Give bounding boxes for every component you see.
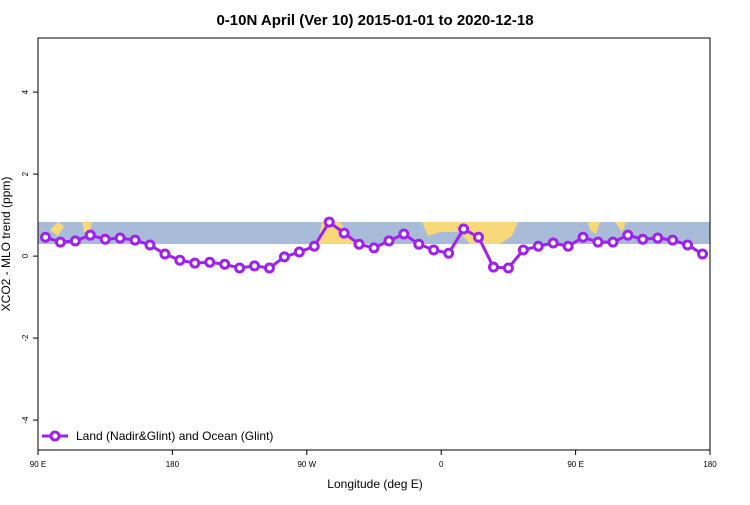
data-point: [413, 238, 425, 250]
data-point: [637, 233, 649, 245]
data-point: [398, 228, 410, 240]
data-point: [69, 235, 81, 247]
y-tick-label: 2: [21, 171, 30, 176]
data-point: [622, 229, 634, 241]
y-tick-label: 0: [21, 253, 30, 258]
data-point: [428, 244, 440, 256]
data-point: [249, 260, 261, 272]
y-tick-label: 4: [21, 89, 30, 94]
data-point: [308, 240, 320, 252]
x-axis-label: Longitude (deg E): [327, 477, 422, 491]
chart-title: 0-10N April (Ver 10) 2015-01-01 to 2020-…: [216, 12, 533, 29]
data-point: [293, 246, 305, 258]
data-point: [219, 258, 231, 270]
data-point: [323, 216, 335, 228]
data-point: [159, 248, 171, 260]
x-tick-label: 180: [703, 460, 717, 469]
data-point: [592, 236, 604, 248]
data-point: [189, 257, 201, 269]
data-point: [204, 256, 216, 268]
data-point: [517, 244, 529, 256]
legend-label: Land (Nadir&Glint) and Ocean (Glint): [76, 429, 273, 443]
data-point: [502, 262, 514, 274]
data-point: [667, 234, 679, 246]
data-point: [607, 236, 619, 248]
data-point: [263, 262, 275, 274]
x-tick-label: 0: [439, 460, 444, 469]
data-point: [577, 231, 589, 243]
data-point: [54, 236, 66, 248]
data-point: [99, 233, 111, 245]
data-point: [368, 242, 380, 254]
data-point: [278, 251, 290, 263]
y-axis-label: XCO2 - MLO trend (ppm): [0, 177, 13, 312]
data-point: [338, 227, 350, 239]
x-tick-label: 90 E: [567, 460, 583, 469]
plot-frame: [37, 37, 711, 451]
data-point: [39, 231, 51, 243]
data-point: [487, 261, 499, 273]
data-point: [562, 240, 574, 252]
data-point: [234, 262, 246, 274]
data-point: [473, 231, 485, 243]
y-tick-label: -4: [21, 416, 30, 424]
y-tick-label: -2: [21, 334, 30, 342]
data-point: [84, 229, 96, 241]
data-point: [652, 232, 664, 244]
data-point: [129, 234, 141, 246]
data-point: [144, 239, 156, 251]
data-point: [443, 247, 455, 259]
x-tick-label: 180: [166, 460, 180, 469]
legend-marker: [49, 430, 61, 442]
data-point: [697, 248, 709, 260]
data-point: [383, 235, 395, 247]
x-tick-label: 90 E: [30, 460, 46, 469]
data-point: [547, 237, 559, 249]
data-point: [532, 240, 544, 252]
data-point: [174, 254, 186, 266]
data-point: [458, 223, 470, 235]
data-point: [353, 238, 365, 250]
data-point: [682, 239, 694, 251]
x-tick-label: 90 W: [297, 460, 316, 469]
data-point: [114, 232, 126, 244]
